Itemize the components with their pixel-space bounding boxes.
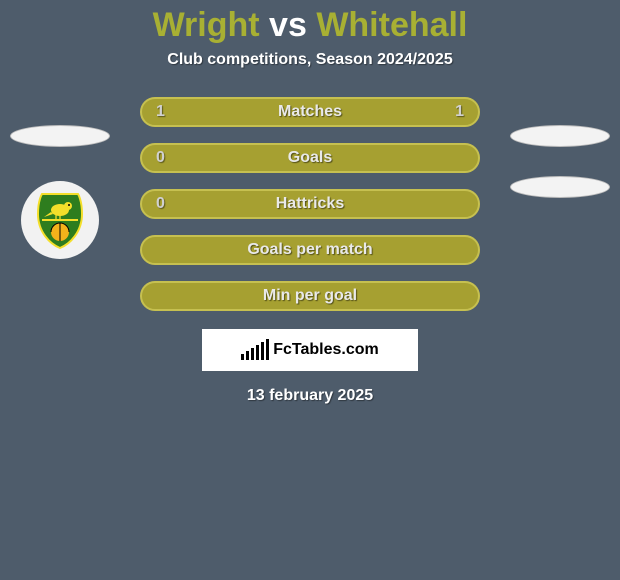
branding-text: FcTables.com: [273, 341, 379, 359]
statrow-goals: 0 Goals: [140, 143, 480, 173]
branding-box: FcTables.com: [202, 329, 418, 371]
player2-club-placeholder: [510, 176, 610, 198]
comparison-title: Wright vs Whitehall: [0, 0, 620, 45]
statrow-left-value: 1: [156, 103, 165, 121]
player1-name: Wright: [153, 6, 260, 44]
statrow-label: Goals: [288, 149, 332, 167]
statrow-left-value: 0: [156, 195, 165, 213]
statrow-right-value: 1: [455, 103, 464, 121]
statrow-label: Hattricks: [276, 195, 344, 213]
subtitle: Club competitions, Season 2024/2025: [0, 51, 620, 69]
statrow-label: Min per goal: [263, 287, 357, 305]
statrow-matches: 1 Matches 1: [140, 97, 480, 127]
statrow-hattricks: 0 Hattricks: [140, 189, 480, 219]
statrow-label: Goals per match: [247, 241, 372, 259]
date-text: 13 february 2025: [0, 387, 620, 405]
statrow-left-value: 0: [156, 149, 165, 167]
statrow-goals-per-match: Goals per match: [140, 235, 480, 265]
player1-club-badge: [20, 180, 100, 260]
player2-flag-placeholder: [510, 125, 610, 147]
player1-flag-placeholder: [10, 125, 110, 147]
club-badge-svg: [20, 180, 100, 260]
title-vs: vs: [269, 6, 307, 44]
statrow-label: Matches: [278, 103, 342, 121]
player2-name: Whitehall: [316, 6, 467, 44]
branding-bars-icon: [241, 340, 269, 360]
statrow-min-per-goal: Min per goal: [140, 281, 480, 311]
